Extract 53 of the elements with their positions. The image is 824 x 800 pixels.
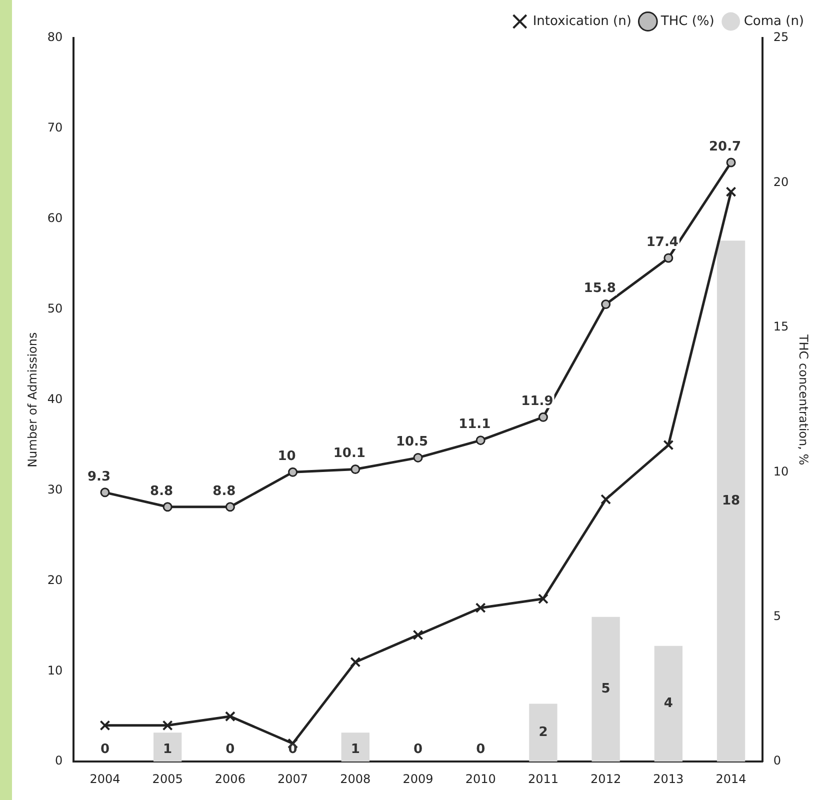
y2-tick-label: 20 [773,174,789,189]
data-label: 9.3 [87,469,110,484]
x-tick-label: 2012 [590,772,622,786]
y-axis-title: Number of Admissions [25,332,40,468]
x-tick-label: 2014 [716,772,746,786]
data-label: 8.8 [150,484,174,499]
x-tick-label: 2006 [214,772,246,786]
y-tick-label: 60 [47,211,63,226]
y-tick-label: 70 [47,120,63,135]
data-label: 11.9 [521,394,554,410]
legend-label: Intoxication (n) [532,14,632,29]
x-tick-label: 2004 [90,772,120,786]
data-label: 10.5 [396,434,428,450]
data-label: 4 [664,696,673,712]
data-label: 17.4 [646,234,678,250]
y-tick-label: 20 [47,572,63,587]
legend-label: Coma (n) [744,14,804,29]
x-tick-label: 2009 [402,772,434,786]
data-label: 0 [226,742,235,757]
data-label: 0 [288,742,298,757]
y2-axis-title: THC concentration, % [796,333,811,466]
data-label: 5 [601,682,610,697]
y-tick-label: 40 [47,392,63,406]
data-label: 10 [278,449,296,464]
data-label: 0 [476,742,486,757]
y2-tick-label: 0 [773,754,781,768]
y-tick-label: 50 [47,301,63,316]
y2-tick-label: 15 [773,320,789,334]
x-tick-label: 2011 [528,772,558,786]
x-tick-label: 2013 [653,772,684,786]
x-tick-label: 2007 [278,772,308,786]
legend-label: THC (%) [660,14,714,29]
data-label: 11.1 [458,417,491,432]
data-label: 15.8 [584,281,616,296]
x-tick-label: 2010 [465,772,496,786]
data-label: 1 [163,742,172,757]
data-label: 20.7 [708,139,742,154]
y2-tick-label: 5 [773,609,781,624]
y2-tick-label: 10 [773,464,789,478]
data-label: 1 [350,742,360,757]
data-label: 10.1 [333,446,366,462]
data-label: 18 [722,493,740,508]
x-tick-label: 2005 [152,772,183,786]
y-tick-label: 80 [47,30,63,44]
data-label: 0 [413,742,423,757]
x-tick-label: 2008 [340,772,371,786]
y-tick-label: 30 [47,482,63,496]
data-label: 8.8 [212,484,236,499]
y2-tick-label: 25 [773,30,789,44]
y-tick-label: 0 [55,754,63,768]
data-label: 2 [538,725,548,740]
y-tick-label: 10 [47,663,63,678]
data-label: 0 [100,742,110,757]
